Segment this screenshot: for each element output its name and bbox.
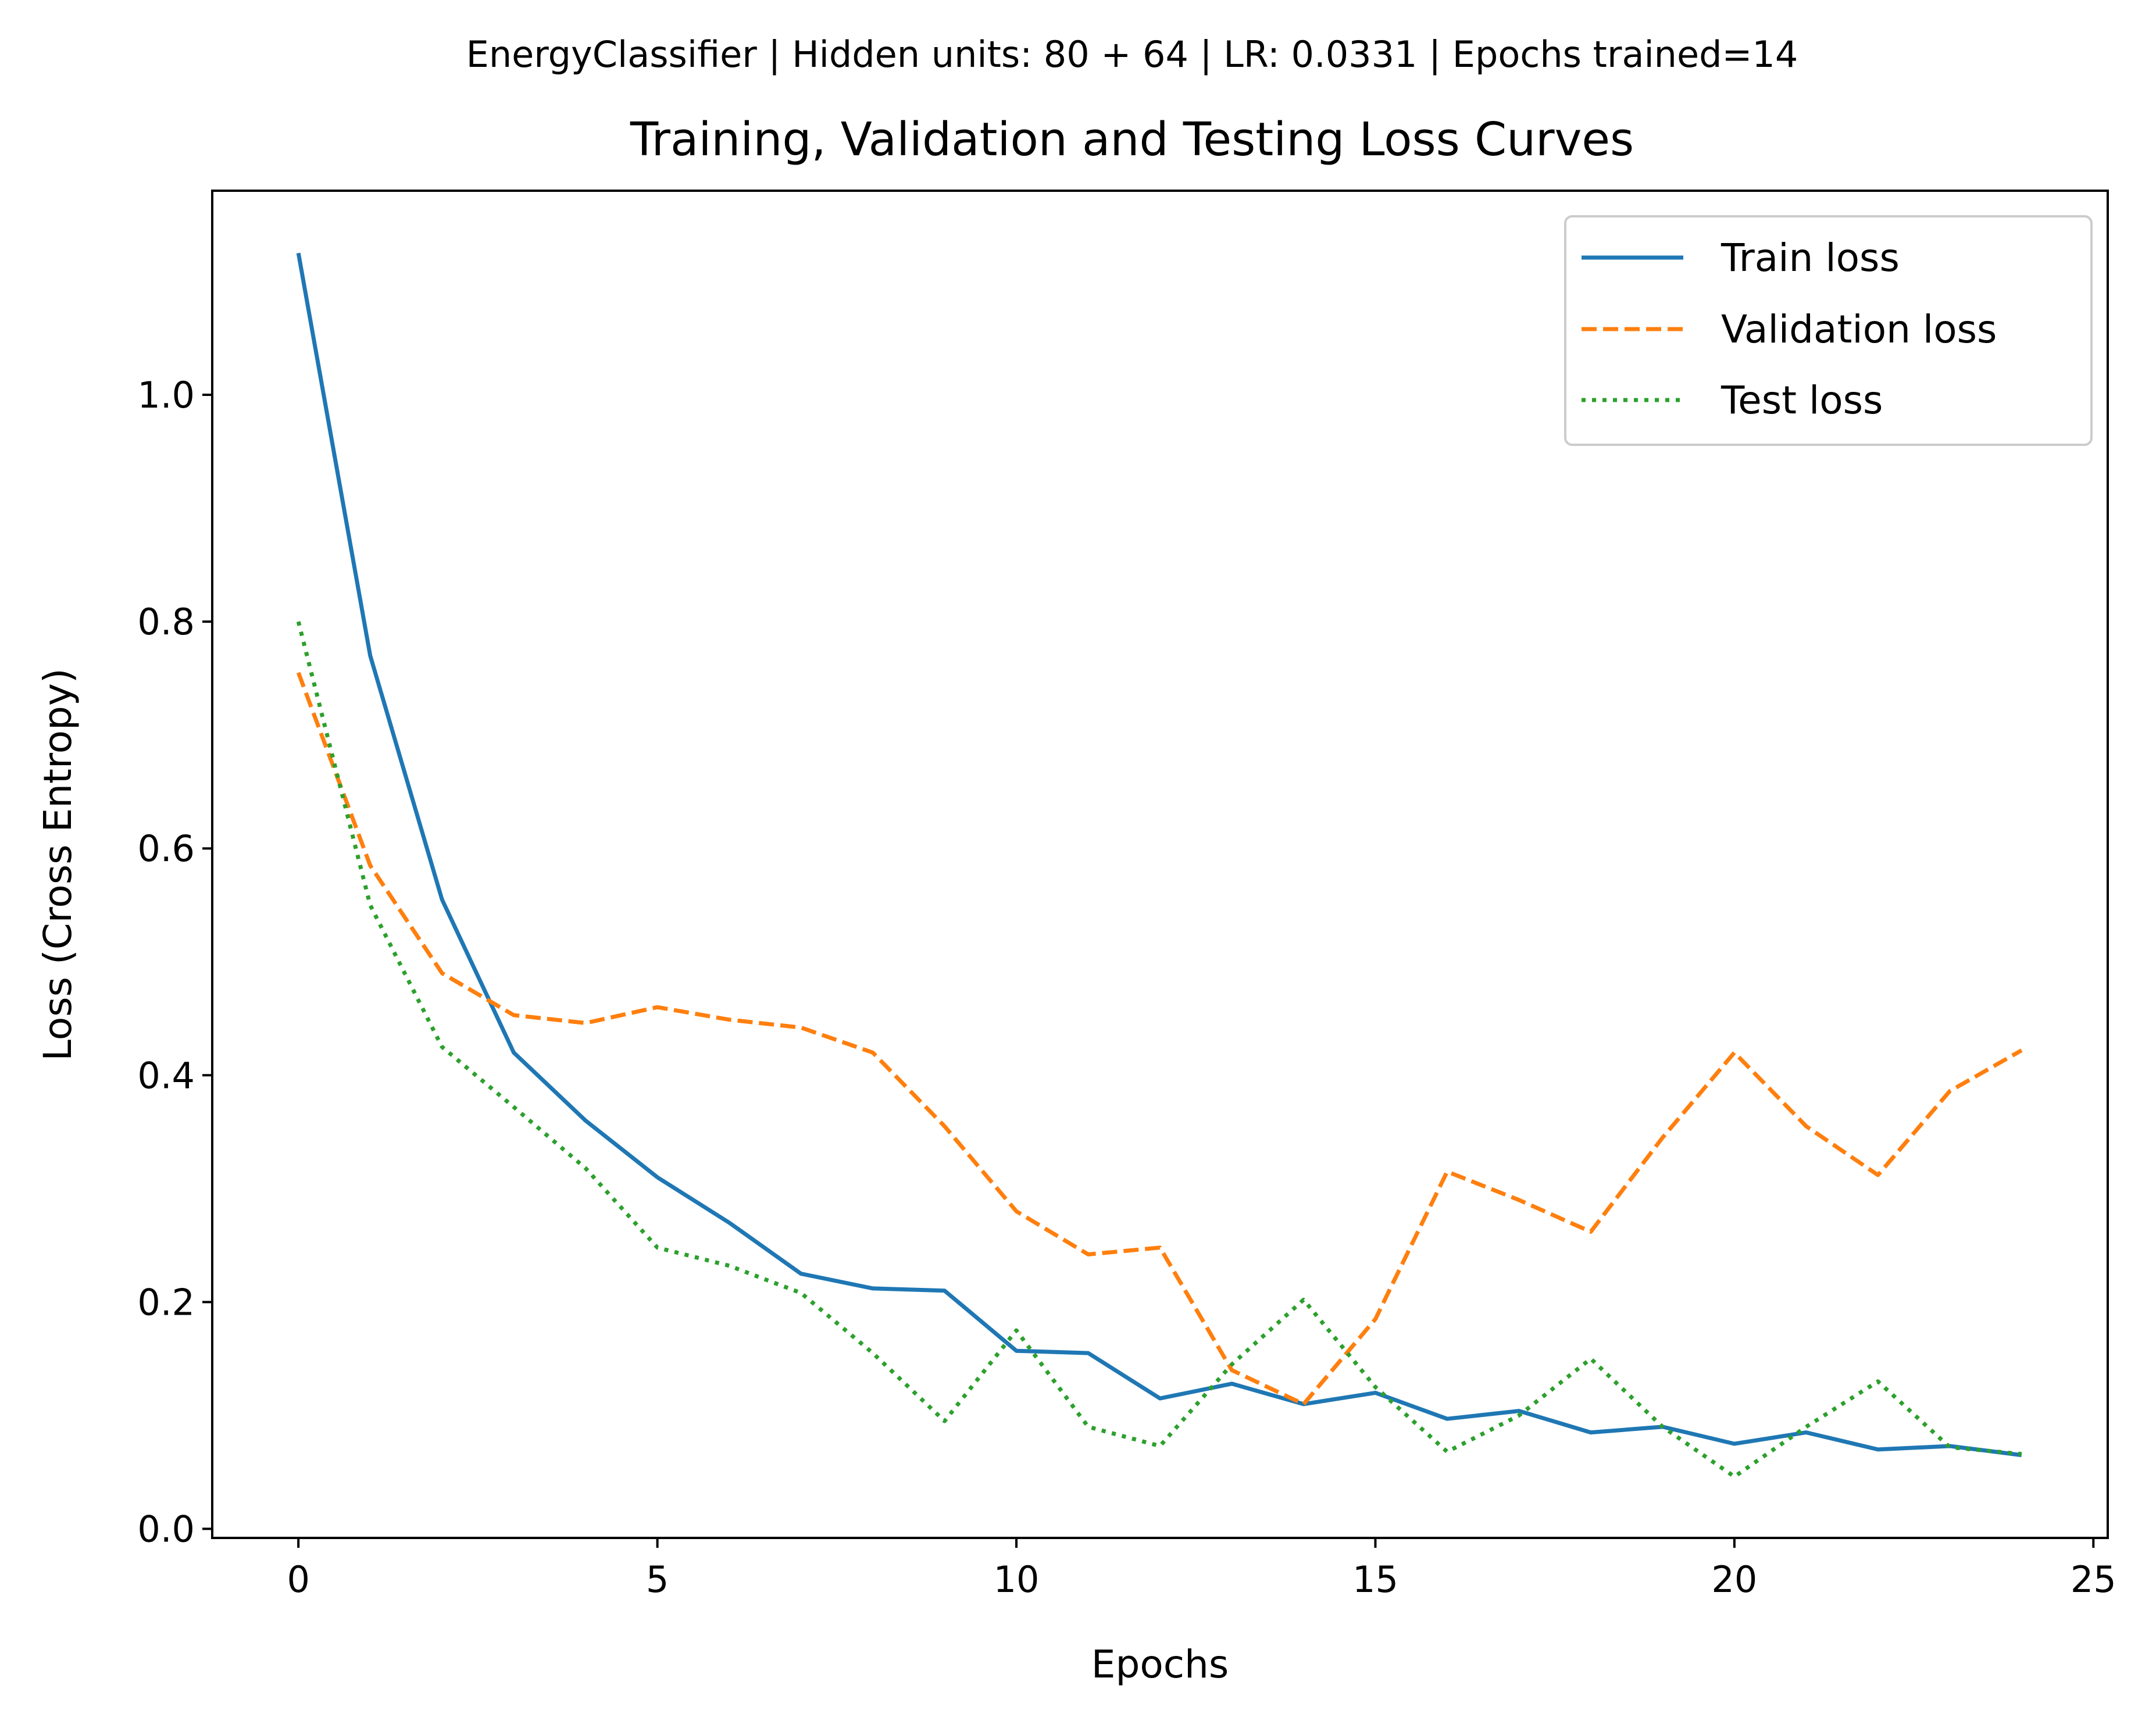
x-tick-label: 0 xyxy=(287,1558,309,1601)
legend-box xyxy=(1564,215,2093,446)
x-tick-label: 10 xyxy=(994,1558,1040,1601)
y-tick-label: 0.8 xyxy=(137,601,195,643)
legend-train-label: Train loss xyxy=(1720,235,1900,280)
series-line-validation-loss xyxy=(296,672,2023,1407)
y-tick-label: 0.0 xyxy=(137,1508,195,1550)
series-line-train-loss xyxy=(296,252,2022,1458)
legend: Train loss Validation loss Test loss xyxy=(1564,215,2093,446)
y-tick-label: 0.4 xyxy=(137,1054,195,1097)
series-line-test-loss xyxy=(296,621,2022,1479)
series-layer xyxy=(296,252,2023,1479)
y-tick-label: 0.6 xyxy=(137,827,195,870)
y-tick-label: 0.2 xyxy=(137,1281,195,1323)
x-tick-label: 15 xyxy=(1352,1558,1398,1601)
x-tick-label: 20 xyxy=(1711,1558,1757,1601)
x-tick-label: 25 xyxy=(2071,1558,2116,1601)
x-tick-label: 5 xyxy=(646,1558,669,1601)
legend-validation-label: Validation loss xyxy=(1721,307,1997,352)
y-tick-label: 1.0 xyxy=(137,374,195,416)
chart-suptitle: EnergyClassifier | Hidden units: 80 + 64… xyxy=(466,33,1798,76)
x-axis-label: Epochs xyxy=(1091,1642,1229,1687)
plot-area-frame xyxy=(211,190,2109,1539)
legend-test-label: Test loss xyxy=(1720,378,1883,423)
y-axis-label: Loss (Cross Entropy) xyxy=(35,668,80,1061)
ticks-layer: 0 5 10 15 20 25 0.0 0.2 0.4 0.6 0.8 1.0 xyxy=(137,374,2116,1601)
chart-title: Training, Validation and Testing Loss Cu… xyxy=(630,113,1634,166)
